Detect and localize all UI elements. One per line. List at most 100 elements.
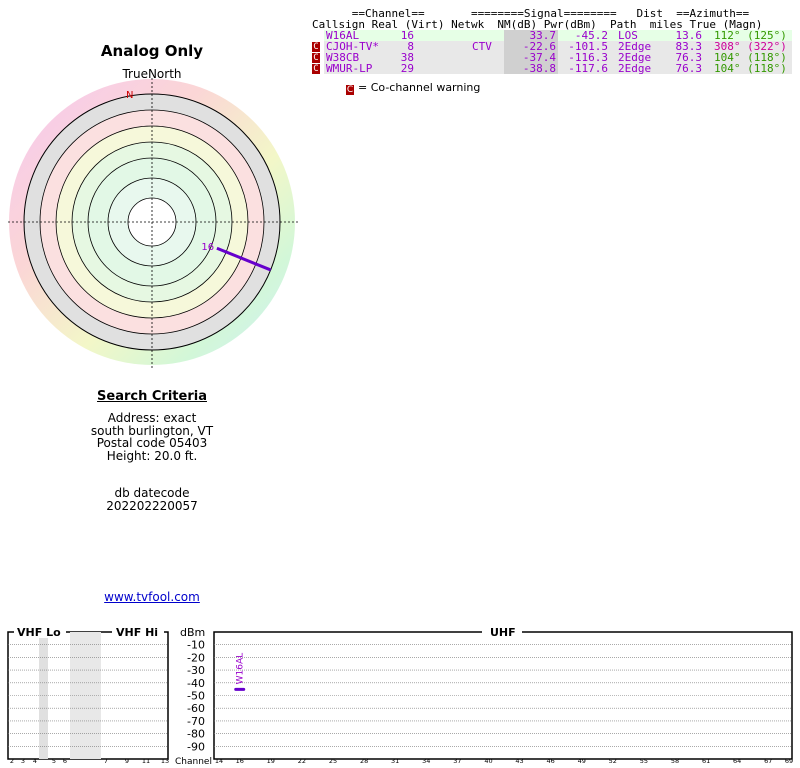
warning-icon: C [346, 85, 354, 95]
channel-tick-label: 37 [453, 757, 461, 765]
channel-tick-label: 19 [267, 757, 275, 765]
channel-tick-label: 3 [21, 757, 25, 765]
criteria-city: south burlington, VT [90, 423, 214, 438]
page-title: Analog Only [100, 42, 204, 60]
warning-icon: C [312, 42, 320, 52]
dbm-tick-label: -60 [187, 702, 205, 715]
cell-dist: 13.6 [675, 29, 703, 42]
cell-pwr: -117.6 [568, 62, 608, 75]
cell-path: LOS [618, 29, 638, 42]
vhf-hi-label: VHF Hi [116, 626, 158, 639]
cell-nm: -37.4 [522, 51, 556, 64]
cell-callsign: WMUR-LP [326, 62, 373, 75]
cell-callsign: CJOH-TV* [326, 40, 379, 53]
channel-tick-label: 43 [515, 757, 523, 765]
site-link[interactable]: www.tvfool.com [104, 590, 200, 604]
row-background [324, 30, 792, 41]
vhf-gap-fm [70, 632, 101, 759]
channel-tick-label: 58 [671, 757, 679, 765]
cell-real: 38 [400, 51, 414, 64]
channel-tick-label: 40 [484, 757, 492, 765]
dbm-tick-label: -90 [187, 740, 205, 753]
co-channel-legend: C = Co-channel warning [346, 81, 481, 95]
channel-tick-label: 69 [785, 757, 793, 765]
channel-tick-label: 9 [125, 757, 129, 765]
channel-tick-label: 11 [142, 757, 150, 765]
dbm-tick-label: -30 [187, 664, 205, 677]
uhf-label-bg [482, 626, 522, 638]
uhf-label: UHF [490, 626, 516, 639]
channel-tick-label: 16 [236, 757, 244, 765]
search-criteria-heading: Search Criteria [97, 389, 207, 404]
cell-nm: -22.6 [522, 40, 556, 53]
cell-path: 2Edge [618, 40, 652, 53]
dbm-tick-label: -50 [187, 690, 205, 703]
channel-tick-label: 55 [640, 757, 648, 765]
criteria-postal: Postal code 05403 [96, 436, 208, 450]
cell-path: 2Edge [618, 51, 652, 64]
cell-path: 2Edge [618, 62, 652, 75]
row-background [324, 63, 792, 74]
warning-icon: C [312, 53, 320, 63]
table-header-1: ==Channel== ========Signal======== Dist … [312, 7, 750, 20]
search-criteria: Address: exact south burlington, VT Post… [52, 412, 252, 462]
channel-tick-label: 7 [104, 757, 108, 765]
channel-tick-label: 25 [329, 757, 337, 765]
channel-tick-label: 5 [52, 757, 56, 765]
criteria-address: Address: exact [107, 411, 197, 425]
dbm-tick-label: -20 [187, 651, 205, 664]
channel-axis-label: Channel [175, 757, 212, 767]
channel-tick-label: 14 [215, 757, 223, 765]
dbm-tick-label: -70 [187, 715, 205, 728]
table-row: C W38CB 38 -37.4 -116.3 2Edge 76.3 104° (118°) [312, 51, 792, 64]
dbm-tick-label: -10 [187, 639, 205, 652]
vhf-lo-label-bg [14, 626, 66, 638]
station-ray-label: 16 [201, 242, 214, 253]
cell-az: 104° (118°) [714, 51, 787, 64]
table-body: W16AL 16 33.7 -45.2 LOS 13.6 112° (125°) C CJOH-… [312, 29, 792, 75]
table-header-2: Callsign Real (Virt) Netwk NM(dB) Pwr(dB… [312, 18, 763, 31]
channel-tick-label: 6 [63, 757, 67, 765]
channel-tick-label: 13 [161, 757, 169, 765]
nm-cell-background [504, 63, 558, 74]
cell-real: 29 [400, 62, 414, 75]
nm-cell-background [504, 52, 558, 63]
cell-netwk: CTV [472, 40, 492, 53]
cell-nm: 33.7 [529, 29, 557, 42]
warning-icon: C [312, 64, 320, 74]
channel-tick-label: 61 [702, 757, 710, 765]
station-signal-label: W16AL [236, 653, 246, 685]
north-marker: N [126, 90, 133, 101]
dbm-tick-label: -40 [187, 677, 205, 690]
vhf-hi-label-bg [112, 626, 164, 638]
table-row: C CJOH-TV* 8 CTV -22.6 -101.5 2Edge 83.3 308° (3… [312, 40, 792, 53]
cell-az: 104° (118°) [714, 62, 787, 75]
channel-tick-label: 2 [10, 757, 14, 765]
channel-tick-label: 64 [733, 757, 741, 765]
channel-tick-label: 52 [609, 757, 617, 765]
cell-dist: 76.3 [675, 51, 703, 64]
channel-tick-label: 34 [422, 757, 430, 765]
spectrum-chart: VHF Lo VHF Hi UHF dBm Channel -10-20-30-… [7, 626, 793, 767]
cell-pwr: -45.2 [574, 29, 608, 42]
row-background [324, 52, 792, 63]
nm-cell-background [504, 41, 558, 52]
db-value: 202202220057 [106, 498, 198, 513]
legend-text: = Co-channel warning [358, 81, 481, 94]
nm-cell-background [504, 30, 558, 41]
cell-real: 8 [407, 40, 414, 53]
cell-callsign: W16AL [326, 29, 360, 42]
channel-tick-label: 31 [391, 757, 399, 765]
channel-tick-label: 28 [360, 757, 368, 765]
cell-pwr: -101.5 [568, 40, 608, 53]
dbm-tick-label: -80 [187, 728, 205, 741]
channel-tick-label: 46 [546, 757, 554, 765]
channel-tick-label: 4 [33, 757, 37, 765]
table-row: C WMUR-LP 29 -38.8 -117.6 2Edge 76.3 104° (118°… [312, 62, 792, 75]
criteria-height: Height: 20.0 ft. [106, 448, 198, 463]
cell-dist: 83.3 [675, 40, 703, 53]
db-label: db datecode [114, 486, 190, 500]
station-ray [216, 246, 272, 272]
cell-az: 308° (322°) [714, 40, 787, 53]
row-background [324, 41, 792, 52]
